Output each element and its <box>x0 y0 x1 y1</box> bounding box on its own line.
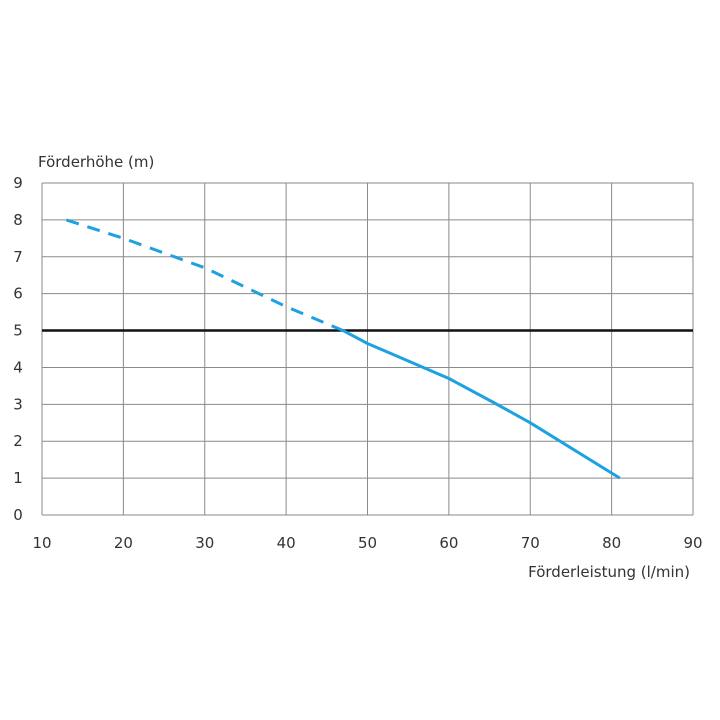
x-tick-label: 70 <box>521 534 540 552</box>
y-tick-label: 1 <box>13 469 23 487</box>
x-tick-label: 30 <box>195 534 214 552</box>
y-axis-label: Förderhöhe (m) <box>38 153 154 171</box>
y-tick-label: 6 <box>13 285 23 303</box>
series-layer <box>65 218 621 480</box>
grid <box>41 182 694 516</box>
x-tick-label: 40 <box>277 534 296 552</box>
x-tick-label: 20 <box>114 534 133 552</box>
x-tick-label: 10 <box>32 534 51 552</box>
x-tick-label: 90 <box>683 534 702 552</box>
y-tick-label: 8 <box>13 211 23 229</box>
y-tick-label: 5 <box>13 322 23 340</box>
x-tick-label: 50 <box>358 534 377 552</box>
y-tick-label: 7 <box>13 248 23 266</box>
y-tick-label: 2 <box>13 432 23 450</box>
x-tick-labels: 10 20 30 40 50 60 70 80 90 <box>32 534 702 552</box>
series-line-solid <box>342 329 621 480</box>
y-tick-label: 9 <box>13 174 23 192</box>
x-tick-label: 60 <box>439 534 458 552</box>
y-tick-label: 4 <box>13 358 23 376</box>
y-tick-label: 3 <box>13 395 23 413</box>
y-tick-labels: 0 1 2 3 4 5 6 7 8 9 <box>13 174 23 524</box>
x-tick-label: 80 <box>602 534 621 552</box>
x-axis-label: Förderleistung (l/min) <box>528 563 690 581</box>
y-tick-label: 0 <box>13 506 23 524</box>
